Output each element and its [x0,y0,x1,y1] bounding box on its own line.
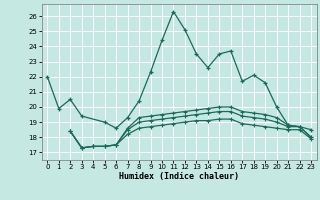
X-axis label: Humidex (Indice chaleur): Humidex (Indice chaleur) [119,172,239,181]
